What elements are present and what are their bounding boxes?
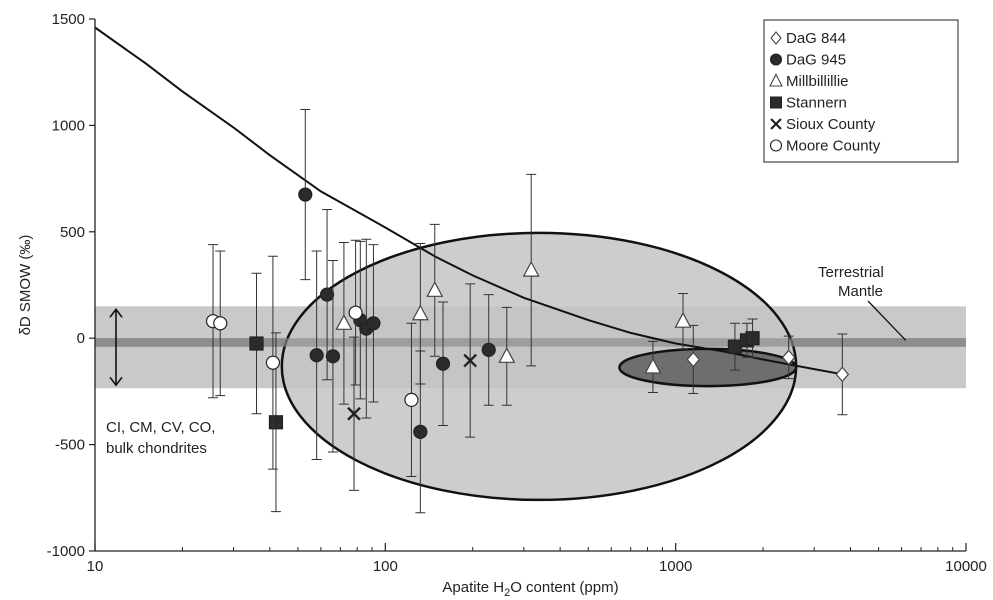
moore-county-point-group	[213, 250, 228, 397]
dag-945-point	[481, 342, 496, 358]
x-tick-label: 10000	[945, 558, 987, 575]
legend-label: DaG 844	[786, 30, 846, 47]
legend-label: DaG 945	[786, 52, 846, 69]
arrow-head-down	[109, 376, 123, 387]
sioux-county-point-group	[463, 283, 478, 438]
millbillillie-point-group	[644, 340, 662, 393]
x-axis-title: Apatite H2O content (ppm)	[442, 579, 618, 599]
y-tick-label: 0	[77, 330, 85, 347]
sioux-county-point	[463, 353, 478, 368]
dag-945-point-group	[298, 108, 313, 281]
millbillillie-point-group	[498, 306, 516, 406]
y-tick-label: 1500	[52, 11, 85, 28]
legend-item: Sioux County	[770, 116, 876, 133]
x-tick-label: 100	[373, 558, 398, 575]
millbillillie-point-group	[335, 241, 353, 405]
dag-945-point-group	[359, 238, 374, 419]
dag-844-point	[686, 351, 701, 368]
mixing-curve	[95, 26, 838, 375]
stannern-point	[268, 415, 284, 430]
dag-945-point	[325, 349, 341, 364]
legend-item: Stannern	[770, 95, 847, 112]
stannern-point-group	[745, 318, 760, 358]
millbillillie-point	[498, 347, 516, 363]
stannern-point	[745, 331, 760, 346]
dag-945-point-group	[325, 260, 341, 453]
legend-marker	[770, 118, 782, 130]
legend-box	[763, 19, 959, 163]
legend-marker	[769, 73, 783, 87]
arrow-head-up	[109, 307, 123, 318]
moore-county-point	[404, 392, 419, 408]
moore-county-point-group	[265, 255, 281, 470]
millbillillie-point	[426, 281, 444, 297]
dag-945-point-group	[309, 250, 324, 460]
millbillillie-point	[335, 314, 353, 330]
dag-945-point	[309, 348, 324, 363]
moore-county-point	[265, 355, 281, 370]
millbillillie-point-group	[674, 293, 692, 350]
dag-945-point-group	[481, 294, 496, 406]
y-tick-label: 1000	[52, 117, 85, 134]
x-tick-label: 1000	[659, 558, 692, 575]
dag-844-point-group	[835, 333, 850, 416]
y-tick-label: 500	[60, 224, 85, 241]
millbillillie-point	[522, 260, 540, 277]
legend-item: DaG 844	[770, 30, 846, 47]
legend-label: Moore County	[786, 138, 881, 155]
dag-945-point-group	[366, 244, 381, 403]
stannern-point	[249, 336, 264, 351]
stannern-point-group	[249, 272, 264, 415]
legend-item: Moore County	[769, 138, 881, 155]
y-tick-label: -1000	[47, 543, 85, 560]
dag-844-point	[835, 366, 850, 383]
millbillillie-point-group	[522, 173, 540, 367]
legend-marker	[769, 139, 783, 152]
dag-945-point	[319, 287, 335, 302]
sioux-county-point	[347, 406, 361, 421]
dag-945-point	[366, 316, 381, 331]
dag-945-point	[435, 356, 451, 371]
legend-label: Stannern	[786, 95, 847, 112]
millbillillie-point-group	[411, 243, 429, 385]
moore-county-point-group	[348, 239, 363, 386]
moore-county-point	[348, 305, 363, 320]
dag-945-point-group	[435, 301, 451, 426]
sioux-county-point-group	[347, 336, 361, 491]
legend-item: DaG 945	[769, 52, 846, 69]
legend-marker	[769, 53, 783, 66]
millbillillie-point	[674, 311, 692, 328]
dag-945-point	[413, 424, 428, 439]
moore-county-point-group	[404, 322, 419, 478]
y-tick-label: -500	[55, 437, 85, 454]
legend-label: Sioux County	[786, 116, 876, 133]
legend-label: Millbillillie	[786, 73, 849, 90]
legend-item: Millbillillie	[769, 73, 849, 90]
terrestrial-mantle-leader	[867, 300, 907, 341]
terrestrial-mantle-band-overlay	[95, 338, 966, 347]
dag-844-point	[781, 349, 796, 366]
terrestrial-mantle-label: Terrestrial Mantle	[818, 264, 884, 300]
small-field-ellipse	[618, 347, 798, 388]
dag-844-point-group	[781, 335, 796, 380]
dag-945-point-group	[319, 208, 335, 381]
legend-marker	[770, 31, 782, 45]
moore-county-point	[213, 316, 228, 331]
x-tick-label: 10	[87, 558, 104, 575]
y-axis-title: δD SMOW (‰)	[17, 235, 34, 336]
legend-marker	[770, 96, 782, 109]
millbillillie-point	[411, 304, 429, 321]
stannern-point	[727, 339, 743, 354]
millbillillie-point	[644, 357, 662, 374]
dag-945-point	[298, 187, 313, 202]
millbillillie-point-group	[426, 223, 444, 357]
stannern-point-group	[727, 322, 743, 371]
bulk-chondrites-label: CI, CM, CV, CO, bulk chondrites	[106, 419, 215, 457]
